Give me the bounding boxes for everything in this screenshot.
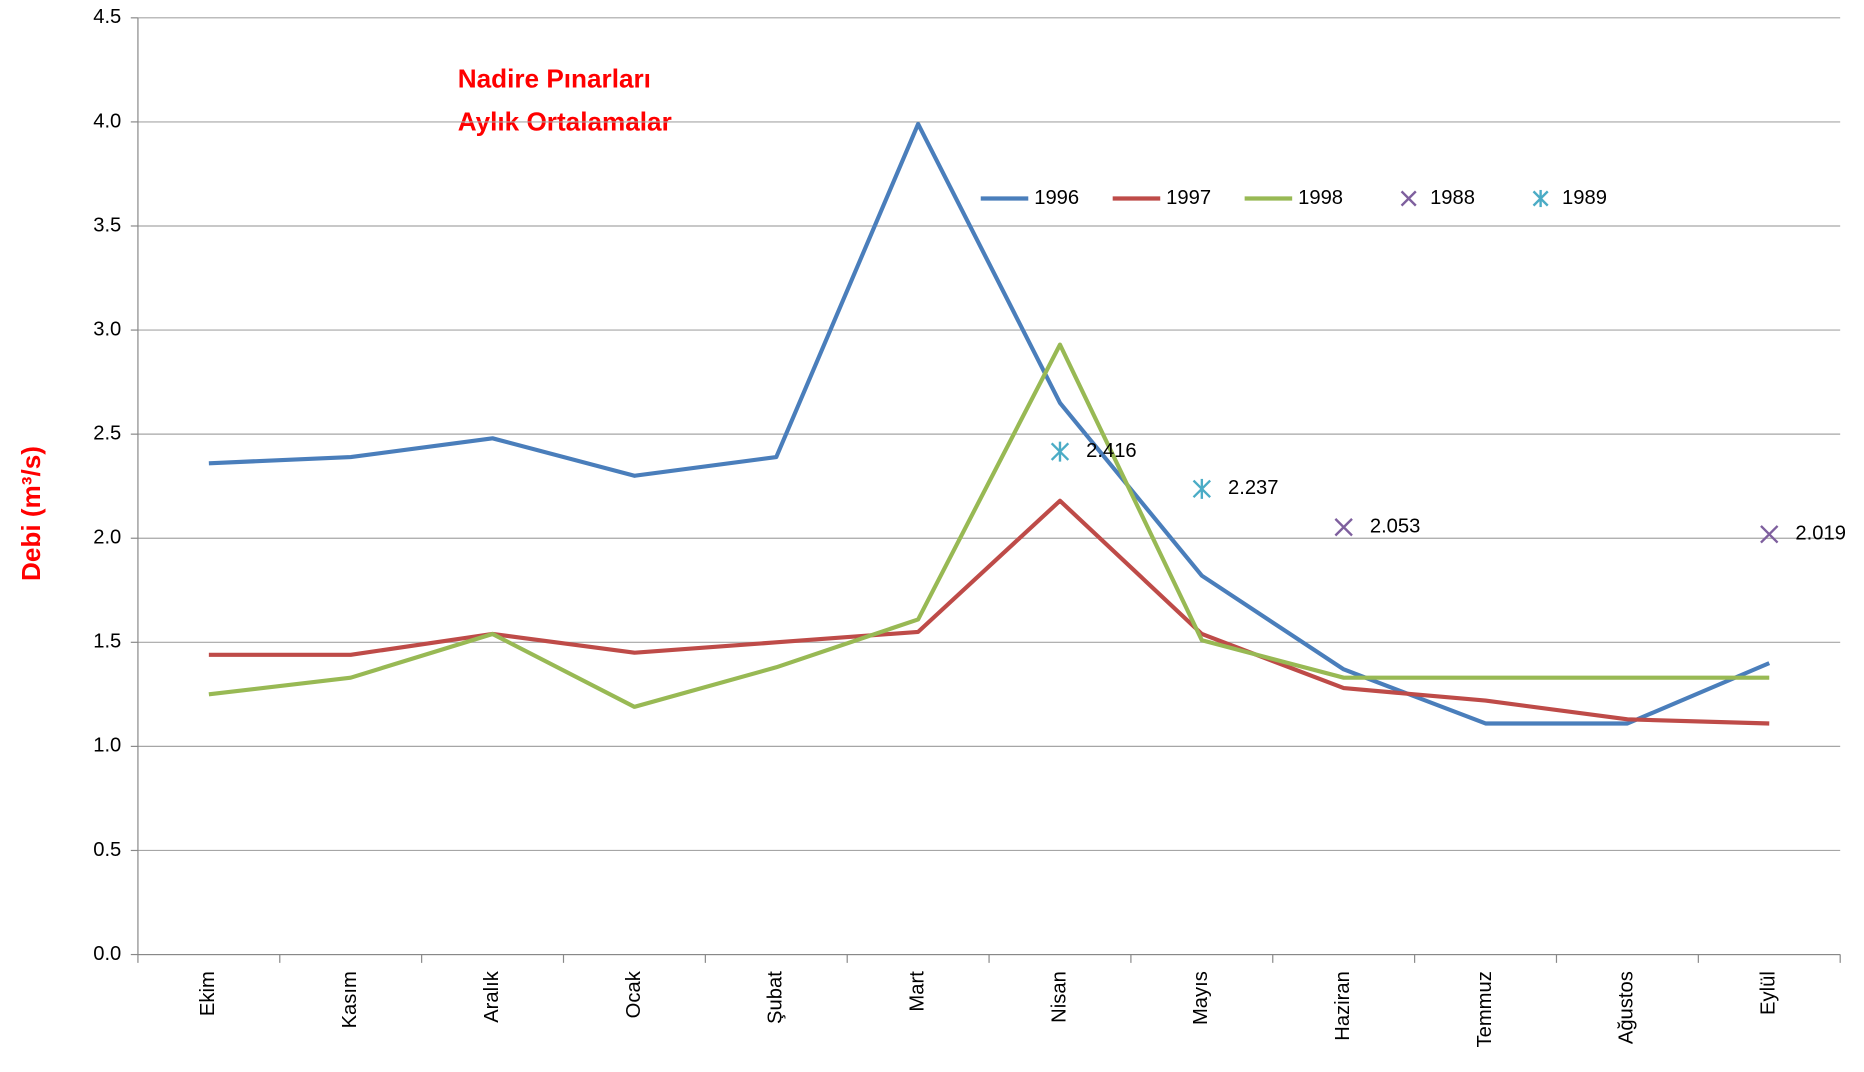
series-line	[208, 342, 1770, 709]
data-label: 2.019	[1795, 523, 1846, 545]
legend-label: 1988	[1430, 187, 1475, 209]
y-tick-label: 0.5	[93, 839, 121, 861]
x-tick-label: Şubat	[765, 971, 787, 1024]
marker-stroke	[1334, 518, 1353, 537]
series-line	[208, 121, 1771, 726]
y-tick-label: 3.5	[93, 214, 121, 236]
y-tick-label: 2.5	[93, 422, 121, 444]
x-tick-label: Eylül	[1758, 971, 1780, 1015]
marker-stroke	[1760, 525, 1779, 544]
y-axis-label: Debi (m³/s)	[16, 446, 46, 581]
y-tick-label: 4.5	[93, 6, 121, 28]
legend-marker	[1532, 189, 1549, 208]
y-tick-label: 1.0	[93, 735, 121, 757]
data-point	[1192, 478, 1212, 499]
data-label: 2.237	[1228, 477, 1279, 499]
data-label: 2.416	[1086, 440, 1137, 462]
x-tick-label: Haziran	[1332, 971, 1354, 1041]
legend-label: 1996	[1034, 187, 1079, 209]
x-tick-label: Ocak	[623, 970, 645, 1018]
x-tick-label: Mayıs	[1190, 971, 1212, 1025]
x-tick-label: Ekim	[197, 971, 219, 1016]
series-line	[208, 498, 1770, 726]
x-tick-label: Kasım	[339, 971, 361, 1028]
x-tick-label: Temmuz	[1474, 971, 1496, 1047]
y-tick-label: 1.5	[93, 631, 121, 653]
marker-stroke	[1400, 190, 1417, 207]
y-tick-label: 3.0	[93, 318, 121, 340]
data-point	[1760, 525, 1779, 544]
x-tick-label: Mart	[906, 971, 928, 1012]
y-tick-label: 4.0	[93, 110, 121, 132]
y-tick-label: 2.0	[93, 527, 121, 549]
data-label: 2.053	[1370, 516, 1421, 538]
legend-label: 1997	[1166, 187, 1211, 209]
y-tick-label: 0.0	[93, 943, 121, 965]
legend-label: 1989	[1562, 187, 1607, 209]
x-tick-label: Aralık	[481, 970, 503, 1023]
data-point	[1050, 441, 1070, 462]
x-tick-label: Nisan	[1048, 971, 1070, 1023]
x-tick-label: Ağustos	[1616, 971, 1638, 1044]
data-point	[1334, 518, 1353, 537]
legend-marker	[1400, 190, 1417, 207]
legend-label: 1998	[1298, 187, 1343, 209]
chart-title: Nadire Pınarları	[458, 64, 651, 94]
